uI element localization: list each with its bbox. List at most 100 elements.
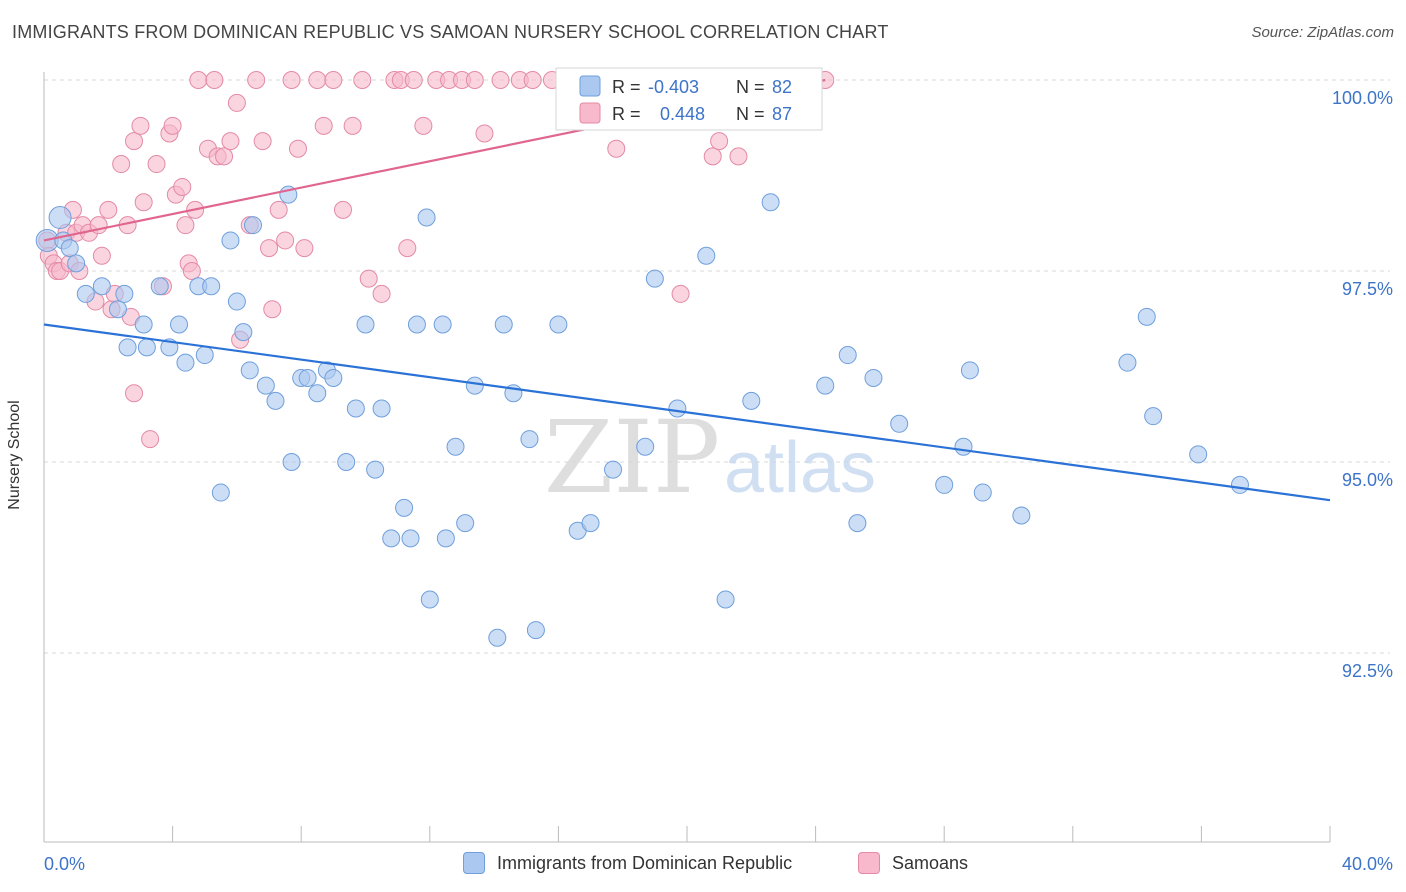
point-dominican [115,284,134,303]
bottom-legend-item-dominican: Immigrants from Dominican Republic [463,852,792,874]
point-dominican [668,399,687,418]
point-samoans [359,269,378,288]
point-samoans [163,116,182,135]
watermark-zip: ZIP [544,399,720,516]
point-dominican [960,361,979,380]
point-dominican [420,590,439,609]
point-samoans [523,71,542,89]
point-samoans [99,200,118,219]
point-dominican [170,315,189,334]
point-samoans [141,430,160,449]
legend-n-label-pink: N = [736,104,765,124]
point-samoans [227,93,246,112]
y-tick-label: 100.0% [1332,88,1393,108]
legend-n-value-pink: 87 [772,104,792,124]
legend-n-value-blue: 82 [772,77,792,97]
tick-labels: 92.5% 95.0% 97.5% 100.0% 0.0% 40.0% [44,88,1393,874]
point-dominican [401,529,420,548]
point-samoans [607,139,626,158]
bottom-legend-label-samoans: Samoans [892,852,969,873]
point-dominican [417,208,436,227]
point-dominican [838,346,857,365]
point-dominican [240,361,259,380]
point-dominican [298,368,317,387]
point-samoans [333,200,352,219]
point-dominican [526,621,545,640]
point-dominican [1230,475,1249,494]
chart-title: IMMIGRANTS FROM DOMINICAN REPUBLIC VS SA… [12,22,889,42]
point-samoans [475,124,494,143]
trend-line-dominican [43,323,1331,502]
point-samoans [173,177,192,196]
point-dominican [935,475,954,494]
point-dominican [134,315,153,334]
point-samoans [125,132,144,151]
point-dominican [234,323,253,342]
y-tick-label: 95.0% [1342,470,1393,490]
point-samoans [221,132,240,151]
point-samoans [176,216,195,235]
point-dominican [395,498,414,517]
y-tick-label: 97.5% [1342,279,1393,299]
point-samoans [112,155,131,174]
point-samoans [414,116,433,135]
point-dominican [92,277,111,296]
point-samoans [671,284,690,303]
point-samoans [269,200,288,219]
point-dominican [1137,307,1156,326]
point-samoans [729,147,748,166]
watermark: ZIP atlas [544,399,876,516]
point-dominican [456,514,475,533]
point-dominican [446,437,465,456]
point-samoans [215,147,234,166]
gridlines [44,79,1390,654]
x-tick-label: 40.0% [1342,854,1393,874]
point-dominican [76,284,95,303]
bottom-legend-swatch-pink [858,852,880,874]
point-samoans [147,155,166,174]
point-dominican [716,590,735,609]
legend-n-label-blue: N = [736,77,765,97]
point-samoans [134,193,153,212]
point-samoans [703,147,722,166]
point-dominican [636,437,655,456]
point-samoans [189,71,208,89]
point-dominican [581,514,600,533]
point-dominican [137,338,156,357]
point-dominican [282,453,301,471]
point-dominican [227,292,246,311]
point-samoans [125,384,144,403]
point-dominican [954,437,973,456]
point-dominican [465,376,484,395]
legend-r-label-pink: R = [612,104,641,124]
point-dominican [382,529,401,548]
point-samoans [276,231,295,250]
point-samoans [343,116,362,135]
point-dominican [256,376,275,395]
point-dominican [604,460,623,479]
point-dominican [366,460,385,479]
point-samoans [182,262,201,280]
point-dominican [346,399,365,418]
point-dominican [266,391,285,410]
point-dominican [372,399,391,418]
legend-swatch-blue [579,75,601,97]
bottom-legend: Immigrants from Dominican Republic Samoa… [0,852,1406,878]
point-samoans [260,239,279,258]
point-dominican [407,315,426,334]
point-samoans [295,239,314,258]
point-dominican [243,216,262,235]
point-samoans [491,71,510,89]
point-dominican [337,453,356,471]
point-samoans [205,71,224,89]
point-dominican [864,368,883,387]
point-samoans [404,71,423,89]
legend-swatch-pink [579,102,601,124]
point-samoans [324,71,343,89]
point-dominican [973,483,992,502]
point-dominican [67,254,86,273]
bottom-legend-swatch-blue [463,852,485,874]
point-samoans [288,139,307,158]
point-samoans [465,71,484,89]
point-samoans [263,300,282,319]
